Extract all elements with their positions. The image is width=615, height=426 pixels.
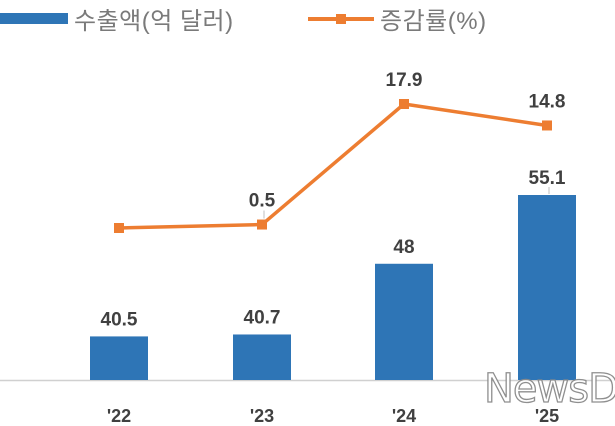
legend: 수출액(억 달러) 증감률(%) (0, 0, 615, 36)
x-tick-label-0: '22 (107, 406, 131, 426)
legend-item-export: 수출액(억 달러) (0, 1, 234, 36)
growth-value-label-2: 17.9 (386, 70, 423, 91)
x-tick-label-3: '25 (535, 406, 559, 426)
growth-value-label-1: 0.5 (249, 191, 276, 212)
bar-0 (90, 336, 148, 380)
growth-marker-0 (114, 223, 124, 233)
legend-line-swatch (308, 12, 374, 26)
bar-value-label-2: 48 (393, 237, 414, 258)
bar-3 (518, 195, 576, 380)
watermark: NewsDa (483, 365, 615, 412)
x-tick-label-1: '23 (250, 406, 274, 426)
bar-2 (375, 263, 433, 380)
legend-bar-swatch (0, 13, 68, 24)
bar-value-label-1: 40.7 (244, 307, 281, 328)
bar-value-label-3: 55.1 (529, 168, 566, 189)
x-tick-label-2: '24 (392, 406, 416, 426)
legend-label-growth: 증감률(%) (380, 8, 487, 35)
legend-label-export: 수출액(억 달러) (74, 8, 234, 35)
legend-item-growth: 증감률(%) (308, 1, 487, 36)
growth-value-label-3: 14.8 (529, 91, 566, 112)
growth-line (118, 102, 548, 230)
growth-marker-3 (542, 120, 552, 131)
bar-1 (233, 334, 291, 380)
growth-marker-2 (399, 99, 409, 109)
growth-marker-1 (257, 219, 267, 230)
bar-value-label-0: 40.5 (101, 309, 138, 330)
